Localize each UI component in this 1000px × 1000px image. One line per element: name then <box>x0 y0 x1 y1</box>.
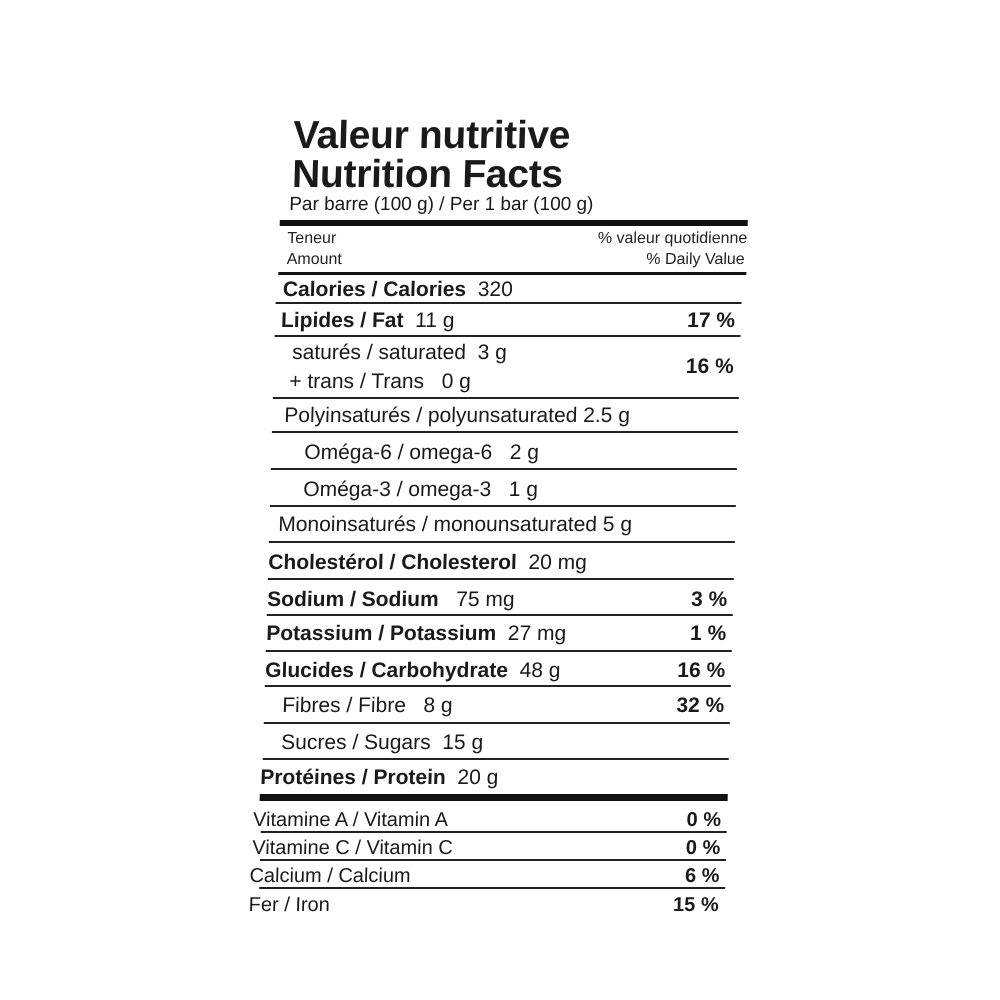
nutrient-name: Sodium / Sodium <box>266 588 440 611</box>
nutrient-amount: 11 g <box>414 309 455 332</box>
nutrient-amount-trans: 0 g <box>441 370 472 393</box>
nutrient-name: Lipides / Fat <box>280 309 404 332</box>
nutrient-dv: 32 % <box>676 694 725 717</box>
vitamin-name: Vitamine C / Vitamin C <box>251 837 454 859</box>
amount-fr: Teneur <box>287 230 337 247</box>
thick-divider <box>259 794 728 801</box>
vitamin-dv: 15 % <box>672 894 719 916</box>
nutrient-amount: 48 g <box>519 659 561 682</box>
nutrient-amount: 75 mg <box>455 588 515 611</box>
nutrient-name: Oméga-6 / omega-6 <box>304 441 493 464</box>
nutrient-amount: 320 <box>477 278 514 301</box>
nutrient-amount: 20 mg <box>528 551 588 574</box>
nutrient-name: Sucres / Sugars <box>280 731 431 754</box>
dv-fr: % valeur quotidienne <box>597 230 748 247</box>
nutrient-amount: 8 g <box>423 694 454 717</box>
nutrient-amount: 27 mg <box>507 622 567 645</box>
nutrient-amount: 2.5 g <box>582 404 631 427</box>
amount-en: Amount <box>286 251 343 268</box>
title-en: Nutrition Facts <box>291 153 564 196</box>
nutrient-name: Glucides / Carbohydrate <box>264 659 509 682</box>
nutrient-dv: 16 % <box>685 355 735 378</box>
nutrient-name: Polyinsaturés / polyunsaturated <box>284 404 578 427</box>
nutrient-name: saturés / saturated <box>291 341 467 364</box>
nutrient-dv: 17 % <box>686 309 736 332</box>
nutrient-amount: 1 g <box>508 478 539 501</box>
nutrient-row-calories: Calories / Calories 320 <box>275 278 742 304</box>
nutrient-dv: 1 % <box>689 622 727 645</box>
divider <box>278 272 747 275</box>
nutrient-amount: 20 g <box>457 766 499 789</box>
nutrient-name: Calories / Calories <box>282 278 467 301</box>
nutrient-name: Monoinsaturés / monounsaturated <box>277 513 598 536</box>
title-fr: Valeur nutritive <box>292 114 571 157</box>
thick-divider <box>279 220 748 226</box>
vitamin-name: Calcium / Calcium <box>249 865 411 887</box>
nutrient-amount: 2 g <box>509 441 540 464</box>
nutrient-name: Fibres / Fibre <box>281 694 407 717</box>
vitamin-dv: 0 % <box>685 837 721 859</box>
nutrient-amount: 3 g <box>477 341 508 364</box>
nutrient-dv: 16 % <box>677 659 726 682</box>
nutrient-name: Protéines / Protein <box>259 766 447 789</box>
nutrient-amount: 5 g <box>602 513 633 536</box>
nutrient-name: Oméga-3 / omega-3 <box>302 478 492 501</box>
nutrient-name-trans: + trans / Trans <box>288 370 425 393</box>
nutrient-amount: 15 g <box>441 731 484 754</box>
vitamin-dv: 0 % <box>686 809 722 831</box>
vitamin-dv: 6 % <box>684 865 720 887</box>
nutrient-dv: 3 % <box>690 588 728 611</box>
nutrient-name: Cholestérol / Cholesterol <box>267 551 518 574</box>
vitamin-name: Vitamine A / Vitamin A <box>252 809 449 831</box>
serving-size: Par barre (100 g) / Per 1 bar (100 g) <box>288 194 594 215</box>
nutrient-name: Potassium / Potassium <box>265 622 497 645</box>
vitamin-name: Fer / Iron <box>248 894 331 916</box>
dv-en: % Daily Value <box>646 251 745 268</box>
